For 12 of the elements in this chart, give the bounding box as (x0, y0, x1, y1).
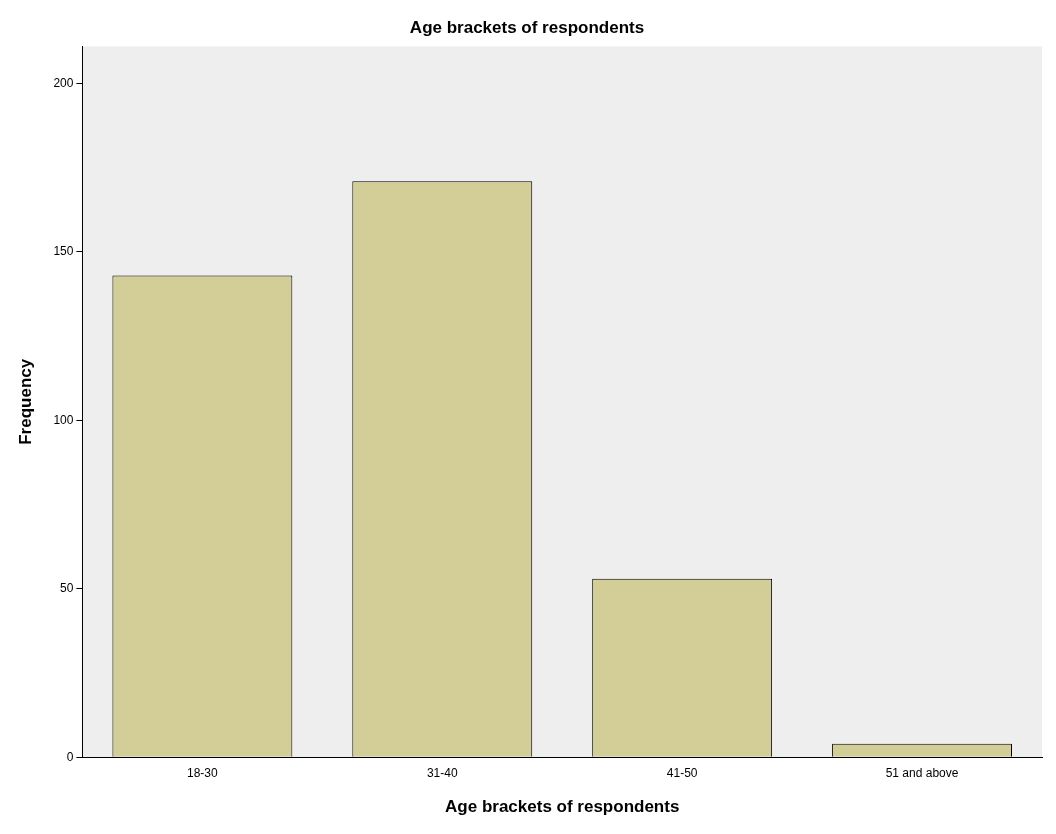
y-tick-label: 50 (60, 581, 74, 596)
x-axis-title: Age brackets of respondents (445, 797, 680, 817)
x-tick-label: 18-30 (187, 765, 219, 780)
y-tick-label: 150 (53, 244, 74, 259)
x-tick-label: 31-40 (426, 765, 458, 780)
y-axis-title: Frequency (15, 358, 35, 445)
x-tick-label: 41-50 (666, 765, 698, 780)
y-tick-label: 0 (66, 749, 74, 764)
x-tick-label: 51 and above (885, 765, 959, 780)
y-tick-label: 200 (53, 75, 74, 90)
chart-title: Age brackets of respondents (409, 17, 645, 37)
y-tick-label: 100 (53, 412, 74, 427)
